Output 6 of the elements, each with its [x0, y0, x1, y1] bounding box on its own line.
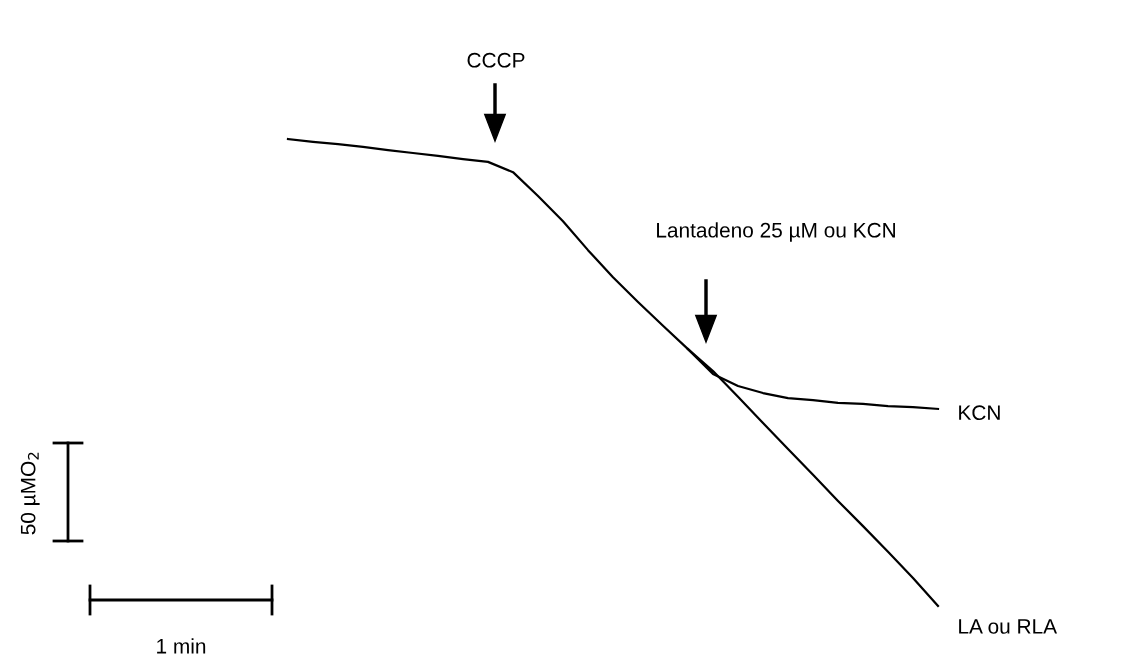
annotation: Lantadeno 25 µM ou KCN: [657, 222, 895, 242]
text: CCCP: [467, 52, 525, 68]
series-label: KCN: [959, 405, 1000, 421]
series-label: LA ou RLA: [959, 619, 1058, 634]
text: 50 µMO$_{2}$: [20, 452, 40, 535]
text: 1 min: [157, 638, 206, 654]
